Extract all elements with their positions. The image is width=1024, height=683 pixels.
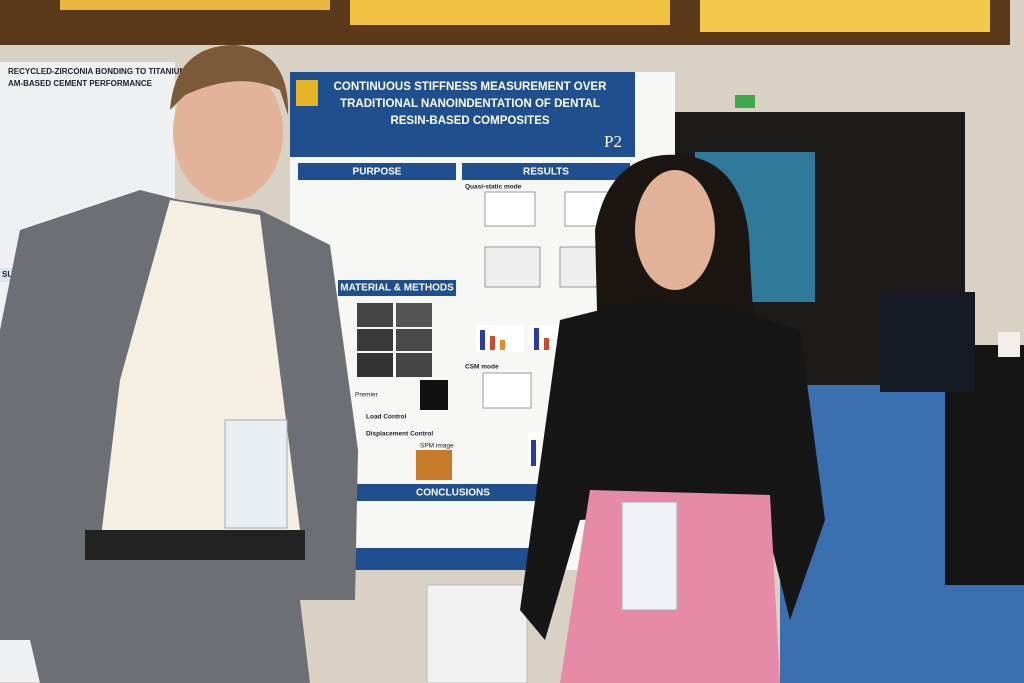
cup	[998, 332, 1020, 357]
section-heading: RESULTS	[523, 167, 569, 178]
main-poster-footer	[355, 548, 550, 570]
micrograph	[396, 353, 432, 377]
section-bar	[462, 163, 630, 180]
poster-label: Quasi-static mode	[465, 184, 522, 191]
left-poster-header	[0, 62, 175, 90]
plot-thumbnail	[484, 191, 536, 227]
main-poster-title: CONTINUOUS STIFFNESS MEASUREMENT OVER	[334, 81, 608, 93]
section-bar	[338, 280, 456, 296]
thumbnail-bar	[534, 328, 539, 350]
section-heading: MATERIAL & METHODS	[340, 283, 454, 294]
poster-label: SPM image	[420, 443, 454, 450]
light-lattice	[60, 0, 330, 10]
thumbnail-bar	[490, 336, 495, 350]
woman-jacket	[520, 300, 825, 640]
man-hair	[170, 45, 289, 115]
left-poster-title: AM-BASED CEMENT PERFORMANCE	[8, 79, 153, 88]
indenter-image	[420, 380, 448, 410]
light-lattice	[700, 0, 990, 32]
man-belt	[85, 530, 305, 560]
left-poster-title: RECYCLED-ZIRCONIA BONDING TO TITANIUM:	[8, 67, 189, 76]
main-poster-title-band	[290, 72, 635, 157]
micrograph	[357, 329, 393, 351]
poster-label: Premier	[355, 392, 379, 399]
thumbnail-bar	[500, 340, 505, 350]
poster-label: Load Control	[366, 414, 407, 421]
man-badge	[224, 419, 288, 529]
plot-thumbnail	[484, 246, 541, 288]
cocktail-table	[880, 292, 975, 392]
micrograph	[396, 303, 432, 327]
man-head	[173, 62, 283, 202]
poster-code: P2	[604, 132, 622, 151]
small-poster	[426, 584, 528, 683]
woman-head	[635, 170, 715, 290]
woman-badge	[621, 501, 678, 611]
university-crest	[296, 80, 318, 106]
section-heading: CONCLUSIONS	[416, 488, 490, 499]
section-heading: PURPOSE	[353, 167, 402, 178]
micrograph	[357, 353, 393, 377]
micrograph	[396, 329, 432, 351]
main-poster-title: TRADITIONAL NANOINDENTATION OF DENTAL	[340, 98, 600, 110]
exit-sign	[735, 95, 755, 108]
main-poster-title: RESIN-BASED COMPOSITES	[390, 115, 549, 127]
spm-image	[416, 450, 452, 480]
micrograph	[357, 303, 393, 327]
thumbnail-bar	[544, 338, 549, 350]
light-lattice	[350, 0, 670, 25]
section-bar	[298, 163, 456, 180]
section-bar	[355, 484, 551, 501]
thumbnail-bar	[531, 440, 536, 466]
thumbnail-bar	[480, 330, 485, 350]
poster-label: Displacement Control	[366, 431, 433, 438]
plot-thumbnail	[482, 372, 532, 409]
poster-label: CSM mode	[465, 364, 499, 371]
